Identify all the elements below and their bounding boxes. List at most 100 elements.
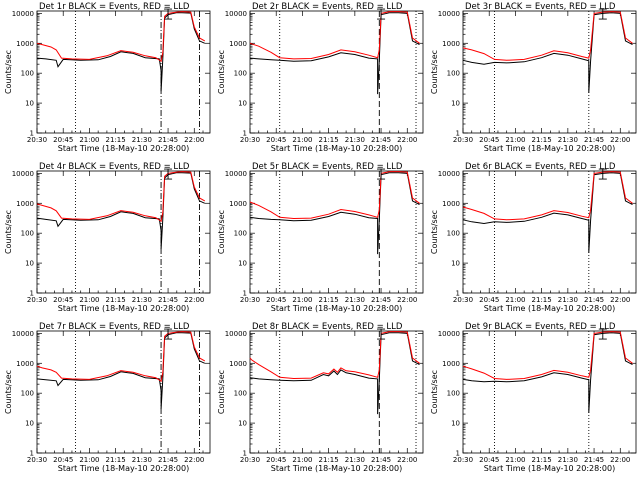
plot-frame xyxy=(249,10,424,134)
panel-2: Det 2r BLACK = Events, RED = LLD 1 10 100 10… xyxy=(217,2,424,153)
y-tick-label: 10000 xyxy=(225,10,247,18)
y-axis-label: Counts/sec xyxy=(4,370,13,414)
x-tick-label: 21:15 xyxy=(106,296,126,304)
x-axis-label: Start Time (18-May-10 20:28:00) xyxy=(484,464,615,473)
y-tick-label: 10 xyxy=(451,100,460,108)
events-series-line xyxy=(36,332,206,409)
x-tick-label: 21:15 xyxy=(319,296,339,304)
x-tick-label: 21:30 xyxy=(345,456,365,464)
x-tick-label: 21:45 xyxy=(158,456,178,464)
y-tick-label: 100 xyxy=(234,230,247,238)
events-series-line xyxy=(462,172,633,253)
lld-series-line xyxy=(249,331,420,380)
lld-series-line xyxy=(462,331,633,380)
y-tick-label: 1000 xyxy=(229,200,247,208)
x-tick-label: 20:45 xyxy=(479,136,499,144)
saturation-marker xyxy=(598,8,607,20)
panel-6: Det 6r BLACK = Events, RED = LLD 1 10 100 10… xyxy=(430,162,637,313)
plot-frame xyxy=(249,330,424,454)
saturation-marker xyxy=(164,328,173,340)
x-tick-label: 21:45 xyxy=(158,296,178,304)
x-tick-label: 21:00 xyxy=(505,456,525,464)
lld-series-line xyxy=(36,171,206,223)
x-axis-label: Start Time (18-May-10 20:28:00) xyxy=(484,304,615,313)
y-tick-label: 1000 xyxy=(16,40,34,48)
x-tick-label: 20:45 xyxy=(266,136,286,144)
y-tick-label: 10 xyxy=(25,100,34,108)
x-axis-label: Start Time (18-May-10 20:28:00) xyxy=(58,304,189,313)
y-axis-label: Counts/sec xyxy=(4,50,13,94)
x-tick-label: 20:30 xyxy=(27,136,47,144)
x-tick-label: 21:00 xyxy=(292,136,312,144)
events-series-line xyxy=(462,12,633,93)
y-tick-label: 10000 xyxy=(12,10,34,18)
y-axis-label: Counts/sec xyxy=(430,210,439,254)
lld-series-line xyxy=(249,11,420,60)
panel-title: Det 7r BLACK = Events, RED = LLD xyxy=(39,322,190,332)
y-tick-label: 100 xyxy=(447,390,460,398)
x-tick-label: 20:45 xyxy=(266,456,286,464)
y-tick-label: 1 xyxy=(456,130,460,138)
x-tick-label: 22:00 xyxy=(184,456,204,464)
plot-frame xyxy=(36,170,211,294)
y-tick-label: 10 xyxy=(451,260,460,268)
x-tick-label: 20:30 xyxy=(27,456,47,464)
x-tick-label: 21:30 xyxy=(558,456,578,464)
x-tick-label: 21:45 xyxy=(584,136,604,144)
y-tick-label: 10000 xyxy=(438,10,460,18)
x-tick-label: 21:15 xyxy=(532,296,552,304)
x-tick-label: 21:45 xyxy=(371,296,391,304)
y-tick-label: 10 xyxy=(238,260,247,268)
saturation-marker xyxy=(598,168,607,180)
y-axis-label: Counts/sec xyxy=(217,210,226,254)
x-tick-label: 21:30 xyxy=(345,296,365,304)
x-tick-label: 21:45 xyxy=(584,296,604,304)
panel-title: Det 6r BLACK = Events, RED = LLD xyxy=(465,162,616,172)
x-axis-label: Start Time (18-May-10 20:28:00) xyxy=(58,464,189,473)
x-tick-label: 22:00 xyxy=(610,456,630,464)
lld-series-line xyxy=(462,171,633,221)
x-tick-label: 21:45 xyxy=(158,136,178,144)
panel-7: Det 7r BLACK = Events, RED = LLD 1 10 100 10… xyxy=(4,322,211,473)
x-tick-label: 21:00 xyxy=(79,456,99,464)
y-tick-label: 100 xyxy=(447,70,460,78)
y-tick-label: 1 xyxy=(243,130,247,138)
plot-frame xyxy=(36,10,211,134)
panel-title: Det 8r BLACK = Events, RED = LLD xyxy=(252,322,403,332)
y-tick-label: 10000 xyxy=(225,170,247,178)
y-tick-label: 10 xyxy=(25,420,34,428)
y-tick-label: 1000 xyxy=(229,40,247,48)
x-tick-label: 21:15 xyxy=(532,456,552,464)
y-tick-label: 100 xyxy=(447,230,460,238)
y-tick-label: 1000 xyxy=(229,360,247,368)
y-axis-label: Counts/sec xyxy=(430,50,439,94)
lld-series-line xyxy=(36,331,206,383)
x-tick-label: 20:45 xyxy=(53,136,73,144)
x-axis-label: Start Time (18-May-10 20:28:00) xyxy=(271,144,402,153)
y-tick-label: 1 xyxy=(456,450,460,458)
x-tick-label: 21:30 xyxy=(558,296,578,304)
x-tick-label: 21:30 xyxy=(345,136,365,144)
y-tick-label: 1000 xyxy=(442,40,460,48)
x-tick-label: 21:30 xyxy=(558,136,578,144)
lld-series-line xyxy=(462,11,633,61)
x-tick-label: 20:45 xyxy=(479,296,499,304)
lld-series-line xyxy=(249,171,420,220)
panel-5: Det 5r BLACK = Events, RED = LLD 1 10 100 10… xyxy=(217,162,424,313)
y-axis-label: Counts/sec xyxy=(217,370,226,414)
x-tick-label: 20:30 xyxy=(453,456,473,464)
y-tick-label: 1000 xyxy=(16,360,34,368)
y-tick-label: 100 xyxy=(21,70,34,78)
y-axis-label: Counts/sec xyxy=(217,50,226,94)
panel-9: Det 9r BLACK = Events, RED = LLD 1 10 100 10… xyxy=(430,322,637,473)
plot-frame xyxy=(462,170,637,294)
y-tick-label: 10 xyxy=(238,100,247,108)
y-tick-label: 10 xyxy=(25,260,34,268)
events-series-line xyxy=(249,172,420,255)
y-tick-label: 100 xyxy=(234,70,247,78)
plot-frame xyxy=(462,10,637,134)
x-tick-label: 21:45 xyxy=(371,456,391,464)
y-tick-label: 10000 xyxy=(438,170,460,178)
x-tick-label: 21:00 xyxy=(292,296,312,304)
